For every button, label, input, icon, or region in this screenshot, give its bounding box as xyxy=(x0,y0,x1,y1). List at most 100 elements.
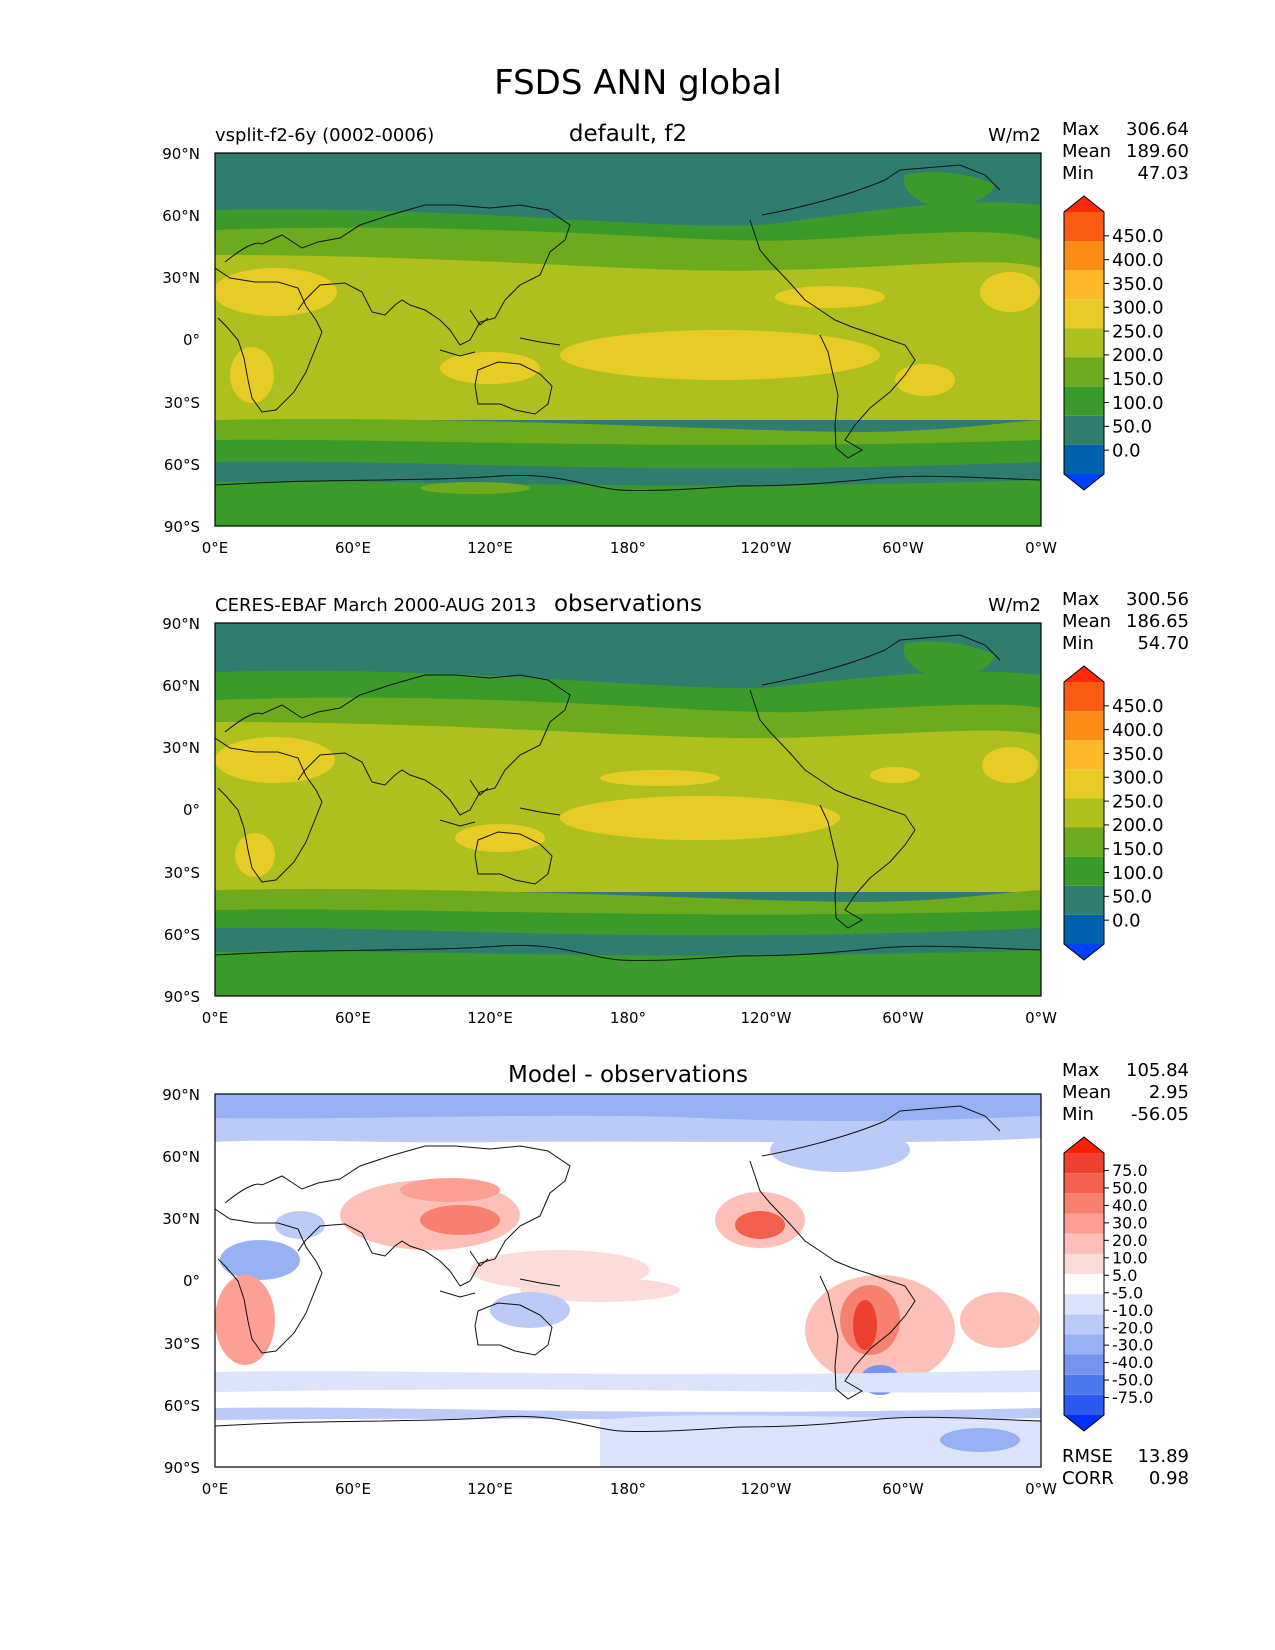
lon-tick-label: 180° xyxy=(610,1480,646,1498)
coastlines xyxy=(215,634,1041,962)
colorbar-tick-label: 350.0 xyxy=(1112,274,1164,295)
colorbar-segment xyxy=(1064,944,1104,960)
colorbar-outline xyxy=(1063,665,1105,961)
panel-title: Model - observations xyxy=(508,1062,748,1088)
colorbar-segment xyxy=(1064,386,1104,416)
panel-title: default, f2 xyxy=(569,121,687,147)
lon-tick-label: 0°E xyxy=(202,1480,229,1498)
lon-axis: 0°E 60°E 120°E 180° 120°W 60°W 0°W xyxy=(202,539,1057,557)
colorbar-tick-label: 300.0 xyxy=(1112,768,1164,789)
panel-model: vsplit-f2-6y (0002-0006) default, f2 W/m… xyxy=(162,119,1189,557)
colorbar-segment xyxy=(1064,1233,1104,1254)
colorbar-tick-label: -40.0 xyxy=(1112,1353,1153,1372)
colorbar-segment xyxy=(1064,270,1104,300)
colorbar-tick-label: 40.0 xyxy=(1112,1196,1148,1215)
lon-tick-label: 0°W xyxy=(1025,539,1057,557)
stat-value-mean: 186.65 xyxy=(1126,611,1189,632)
colorbar-outline xyxy=(1063,1136,1105,1432)
stat-label-mean: Mean xyxy=(1062,611,1111,632)
lat-tick-label: 90°S xyxy=(164,988,200,1006)
colorbar-tick-label: 300.0 xyxy=(1112,298,1164,319)
lat-tick-label: 90°N xyxy=(162,1086,200,1104)
colorbar-tick-label: -5.0 xyxy=(1112,1283,1143,1302)
colorbar-tick-label: 20.0 xyxy=(1112,1231,1148,1250)
lat-tick-label: 60°N xyxy=(162,677,200,695)
stat-value-max: 105.84 xyxy=(1126,1060,1189,1081)
panel-stats: Max 306.64 Mean 189.60 Min 47.03 xyxy=(1062,119,1189,184)
panel-title: observations xyxy=(554,591,702,617)
colorbar-segment xyxy=(1064,474,1104,490)
map-field xyxy=(215,153,1041,526)
colorbar-segment xyxy=(1064,1334,1104,1355)
lat-tick-label: 60°S xyxy=(164,1397,200,1415)
map-field xyxy=(215,623,1041,996)
colorbar-segment xyxy=(1064,1374,1104,1395)
colorbar-segment xyxy=(1064,1294,1104,1315)
colorbar-segment xyxy=(1064,1213,1104,1234)
lat-tick-label: 60°S xyxy=(164,926,200,944)
lat-axis: 90°N 60°N 30°N 0° 30°S 60°S 90°S xyxy=(162,145,200,536)
lon-axis: 0°E 60°E 120°E 180° 120°W 60°W 0°W xyxy=(202,1480,1057,1498)
stat-label-max: Max xyxy=(1062,1060,1100,1081)
lat-tick-label: 0° xyxy=(183,331,200,349)
colorbar-tick-label: 50.0 xyxy=(1112,1179,1148,1198)
colorbar-segment xyxy=(1064,299,1104,329)
colorbar-segment xyxy=(1064,1137,1104,1153)
colorbar-segment xyxy=(1064,666,1104,682)
colorbar-tick-label: 50.0 xyxy=(1112,887,1152,908)
stat-value-min: -56.05 xyxy=(1131,1104,1189,1125)
colorbar-segment xyxy=(1064,856,1104,886)
lat-tick-label: 0° xyxy=(183,801,200,819)
lat-tick-label: 90°N xyxy=(162,615,200,633)
colorbar-segment xyxy=(1064,798,1104,828)
coastlines xyxy=(215,1105,1041,1433)
colorbar-tick-label: -10.0 xyxy=(1112,1301,1153,1320)
stat-label-min: Min xyxy=(1062,1104,1094,1125)
colorbar-segment xyxy=(1064,1354,1104,1375)
lat-axis: 90°N 60°N 30°N 0° 30°S 60°S 90°S xyxy=(162,615,200,1006)
colorbar-segment xyxy=(1064,1273,1104,1295)
colorbar-segment xyxy=(1064,1193,1104,1214)
colorbar-tick-label: -75.0 xyxy=(1112,1388,1153,1407)
colorbar-tick-label: 100.0 xyxy=(1112,863,1164,884)
panel-units: W/m2 xyxy=(988,595,1041,616)
colorbar-segment xyxy=(1064,711,1104,741)
colorbar-segment xyxy=(1064,196,1104,212)
lat-tick-label: 30°N xyxy=(162,739,200,757)
colorbar-tick-label: 450.0 xyxy=(1112,696,1164,717)
lon-tick-label: 60°E xyxy=(335,1480,371,1498)
colorbar-tick-label: 75.0 xyxy=(1112,1161,1148,1180)
colorbar-tick-label: 200.0 xyxy=(1112,815,1164,836)
lon-tick-label: 120°E xyxy=(467,1009,513,1027)
stat-value-mean: 189.60 xyxy=(1126,141,1189,162)
colorbar-segment xyxy=(1064,1253,1104,1274)
stat-label-rmse: RMSE xyxy=(1062,1446,1113,1467)
lon-tick-label: 60°E xyxy=(335,539,371,557)
figure-title: FSDS ANN global xyxy=(494,63,782,103)
lon-tick-label: 0°E xyxy=(202,1009,229,1027)
stat-value-mean: 2.95 xyxy=(1149,1082,1189,1103)
colorbar-segment xyxy=(1064,241,1104,271)
lon-tick-label: 60°W xyxy=(882,1009,924,1027)
lon-tick-label: 120°W xyxy=(741,539,792,557)
colorbar-segment xyxy=(1064,212,1104,242)
map-frame xyxy=(214,152,1042,527)
lon-tick-label: 0°W xyxy=(1025,1480,1057,1498)
lon-tick-label: 180° xyxy=(610,539,646,557)
colorbar-segment xyxy=(1064,682,1104,712)
colorbar-segment xyxy=(1064,885,1104,915)
panel-left-label: CERES-EBAF March 2000-AUG 2013 xyxy=(215,595,536,616)
lon-tick-label: 60°W xyxy=(882,539,924,557)
colorbar-tick-label: 400.0 xyxy=(1112,250,1164,271)
lon-tick-label: 0°E xyxy=(202,539,229,557)
lat-tick-label: 60°S xyxy=(164,456,200,474)
lon-tick-label: 120°E xyxy=(467,1480,513,1498)
colorbar-segment xyxy=(1064,357,1104,387)
lat-tick-label: 30°N xyxy=(162,1210,200,1228)
lat-tick-label: 60°N xyxy=(162,1148,200,1166)
colorbar-tick-label: 150.0 xyxy=(1112,839,1164,860)
colorbar-tick-label: 250.0 xyxy=(1112,791,1164,812)
colorbar-tick-label: 400.0 xyxy=(1112,720,1164,741)
